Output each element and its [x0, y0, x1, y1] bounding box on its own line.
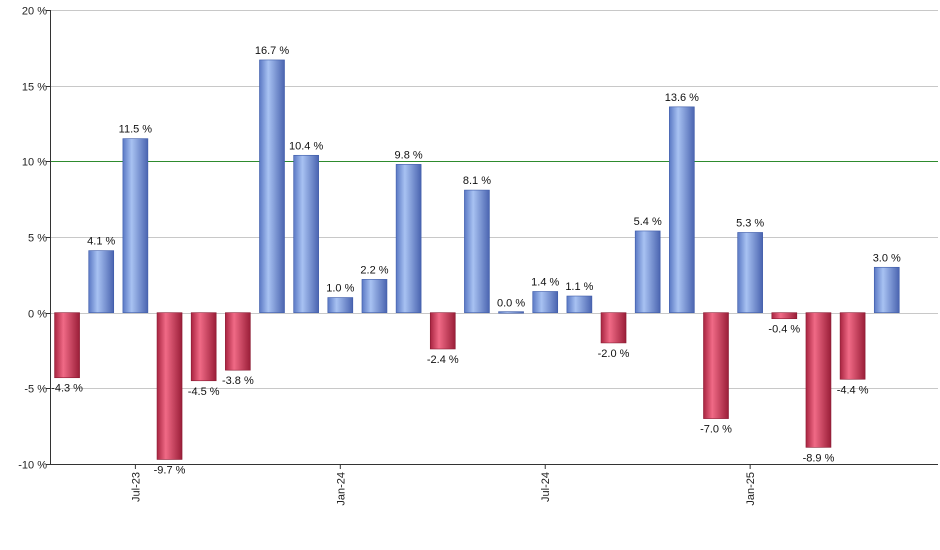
- y-tick-label: 20 %: [22, 6, 47, 18]
- bar: [429, 312, 456, 350]
- bar: [566, 295, 593, 313]
- bar: [327, 297, 354, 313]
- bar: [54, 312, 80, 379]
- bar: [873, 266, 900, 313]
- data-label: 1.0 %: [326, 283, 354, 295]
- bar: [293, 154, 319, 313]
- data-label: -4.3 %: [51, 383, 83, 395]
- data-label: -8.9 %: [803, 452, 835, 464]
- bars: [54, 59, 900, 460]
- data-label: -4.5 %: [188, 386, 220, 398]
- y-tick-label: 0 %: [28, 309, 47, 321]
- y-tick-label: -5 %: [24, 384, 47, 396]
- data-label: 10.4 %: [289, 140, 323, 152]
- x-tick-label: Jan-24: [335, 472, 347, 506]
- data-label: -9.7 %: [154, 464, 186, 476]
- x-tick-label: Jul-23: [130, 472, 142, 502]
- bar: [669, 106, 695, 313]
- bar: [156, 312, 183, 460]
- bar: [190, 312, 217, 382]
- y-tick-label: 15 %: [22, 82, 47, 94]
- bar: [771, 312, 798, 320]
- data-label: 1.4 %: [531, 276, 559, 288]
- data-label: -2.0 %: [598, 348, 630, 360]
- data-label: -4.4 %: [837, 384, 869, 396]
- bar: [88, 250, 115, 313]
- data-label: -3.8 %: [222, 375, 254, 387]
- data-label: 8.1 %: [463, 175, 491, 187]
- data-label: 0.0 %: [497, 298, 525, 310]
- data-label: 2.2 %: [360, 264, 388, 276]
- data-label: 5.4 %: [634, 216, 662, 228]
- bar: [225, 312, 251, 371]
- bar: [122, 138, 149, 313]
- data-label: 11.5 %: [119, 124, 153, 136]
- data-label: -0.4 %: [768, 324, 800, 336]
- data-label: 4.1 %: [87, 236, 115, 248]
- y-tick-label: 10 %: [22, 157, 47, 169]
- data-label: 13.6 %: [665, 92, 699, 104]
- bar: [498, 311, 524, 314]
- data-label: 1.1 %: [565, 281, 593, 293]
- data-label: -2.4 %: [427, 354, 459, 366]
- y-tick-label: 5 %: [28, 233, 47, 245]
- data-label: 16.7 %: [255, 45, 289, 57]
- bar: [464, 189, 490, 313]
- data-label: 5.3 %: [736, 217, 764, 229]
- data-label: 9.8 %: [395, 149, 423, 161]
- bar: [703, 312, 729, 419]
- x-tick-label: Jul-24: [540, 472, 552, 502]
- grid-lines: [50, 10, 938, 465]
- bar: [259, 59, 285, 313]
- bar: [395, 164, 422, 313]
- data-labels: -4.3 % 4.1 % 11.5 % -9.7 % -4.5 %-3.8 % 16.7 …: [51, 45, 901, 477]
- bar: [839, 312, 866, 380]
- axes: -10 % -5 % 0 % 5 % 10 % 15 % 20 % Jul-23 Jan-24 J…: [18, 6, 938, 506]
- data-label: 3.0 %: [873, 252, 901, 264]
- y-tick-label: -10 %: [18, 460, 47, 472]
- bar: [532, 291, 559, 313]
- x-tick-label: Jan-25: [745, 472, 757, 506]
- data-label: -7.0 %: [700, 424, 732, 436]
- bar: [737, 232, 763, 313]
- bar: [361, 279, 388, 313]
- bar: [634, 230, 661, 313]
- bar: [805, 312, 832, 448]
- bar: [600, 312, 627, 344]
